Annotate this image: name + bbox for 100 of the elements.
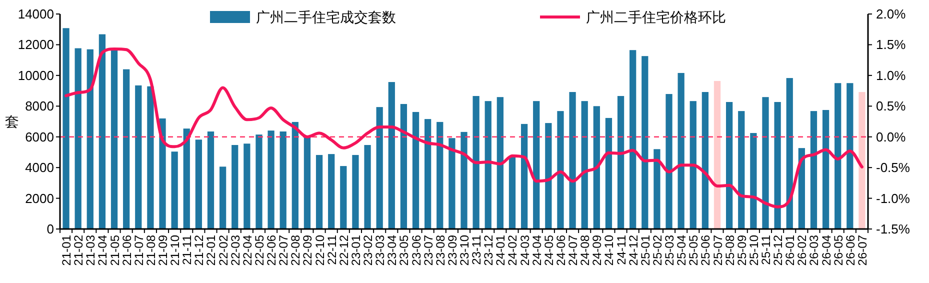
x-tick-label: 22-09: [300, 234, 315, 266]
bar: [581, 101, 588, 229]
bar: [846, 83, 854, 229]
x-tick-label: 24-07: [566, 234, 580, 266]
x-tick-label: 22-10: [312, 234, 327, 266]
x-tick-label: 21-04: [96, 234, 110, 266]
x-tick-label: 25-09: [734, 234, 749, 266]
bar: [244, 144, 250, 229]
y-tick-label: 12000: [18, 37, 54, 52]
bar: [123, 69, 130, 229]
bar: [786, 78, 793, 229]
bar: [690, 101, 696, 229]
y-tick-label: 4000: [25, 160, 54, 176]
x-tick-label: 26-05: [831, 234, 846, 266]
bar: [98, 34, 106, 229]
x-tick-label: 26-03: [807, 234, 822, 266]
x-tick-label: 25-03: [662, 234, 677, 266]
bar: [774, 102, 781, 229]
x-tick-label: 25-07: [710, 234, 725, 266]
x-tick-label: 21-12: [192, 234, 206, 266]
x-tick-label: 25-06: [698, 234, 713, 266]
y-axis-title: 套: [5, 114, 19, 130]
x-tick-label: 24-08: [578, 234, 592, 266]
bar: [147, 86, 154, 229]
bar: [171, 152, 178, 229]
x-tick-label: 22-06: [264, 234, 279, 266]
bar: [545, 123, 552, 229]
bar: [605, 118, 612, 229]
bar: [388, 82, 395, 229]
legend-label: 广州二手住宅成交套数: [256, 9, 396, 25]
x-tick-label: 24-01: [494, 234, 508, 266]
bar: [232, 144, 238, 229]
bar: [256, 134, 262, 229]
x-tick-label: 24-05: [542, 234, 556, 266]
x-tick-label: 24-12: [626, 234, 640, 266]
bar: [630, 50, 636, 229]
x-tick-label: 23-02: [361, 234, 376, 266]
bar: [376, 107, 383, 229]
x-tick-label: 23-05: [397, 234, 412, 266]
bar: [484, 101, 492, 229]
bar: [666, 94, 672, 229]
bar: [642, 56, 648, 229]
x-tick-label: 24-10: [602, 234, 616, 266]
bar: [74, 48, 82, 229]
x-tick-label: 24-06: [554, 234, 568, 266]
x-tick-label: 21-02: [72, 234, 86, 266]
bar: [714, 80, 721, 229]
bar: [159, 118, 166, 229]
x-tick-label: 21-06: [120, 234, 134, 266]
x-tick-label: 26-07: [855, 234, 870, 266]
x-tick-label: 24-11: [614, 234, 628, 265]
x-tick-label: 22-07: [276, 234, 291, 266]
bar: [822, 110, 830, 229]
x-tick-label: 22-12: [336, 234, 351, 266]
x-tick-label: 25-11: [758, 234, 773, 265]
bar: [219, 166, 226, 229]
bar: [268, 130, 274, 229]
bar: [304, 136, 311, 229]
x-tick-label: 25-12: [771, 234, 786, 266]
y2-tick-label: 2.0%: [876, 6, 906, 22]
x-tick-label: 21-03: [84, 234, 98, 266]
bar: [340, 166, 347, 229]
x-tick-label: 21-01: [60, 234, 74, 266]
bar: [316, 154, 323, 229]
bar: [352, 154, 359, 229]
x-tick-label: 23-06: [409, 234, 424, 266]
y2-tick-label: 1.0%: [876, 68, 906, 83]
x-tick-label: 23-07: [421, 234, 436, 266]
x-tick-label: 25-08: [722, 234, 737, 266]
bar: [86, 49, 94, 229]
y-tick-label: 0: [46, 222, 54, 236]
y2-tick-label: -0.5%: [876, 160, 910, 176]
bar: [62, 28, 70, 229]
x-tick-label: 24-03: [518, 234, 532, 266]
x-tick-label: 26-02: [795, 234, 810, 266]
x-tick-label: 24-04: [530, 234, 544, 266]
y-tick-label: 2000: [25, 190, 54, 206]
x-tick-label: 26-01: [783, 234, 798, 266]
x-tick-label: 25-04: [674, 234, 689, 266]
bar: [472, 96, 480, 229]
x-tick-label: 23-08: [433, 234, 448, 266]
y2-tick-label: 0.0%: [876, 129, 906, 144]
y2-tick-label: 1.5%: [876, 37, 906, 52]
y-tick-label: 8000: [25, 98, 54, 114]
y-tick-label: 10000: [18, 68, 54, 83]
x-tick-label: 22-11: [324, 234, 339, 265]
bar: [617, 96, 624, 229]
bar: [436, 122, 444, 229]
x-tick-label: 26-04: [819, 234, 834, 266]
bar: [364, 144, 371, 229]
x-tick-label: 21-05: [108, 234, 122, 266]
bar: [412, 112, 420, 229]
y2-tick-label: -1.0%: [876, 190, 910, 206]
bar: [654, 149, 660, 229]
bar: [328, 154, 335, 229]
bar: [135, 85, 142, 229]
bar: [798, 148, 805, 229]
x-tick-label: 22-02: [216, 234, 230, 266]
bar: [508, 156, 516, 229]
legend-label: 广州二手住宅价格环比: [586, 9, 726, 25]
